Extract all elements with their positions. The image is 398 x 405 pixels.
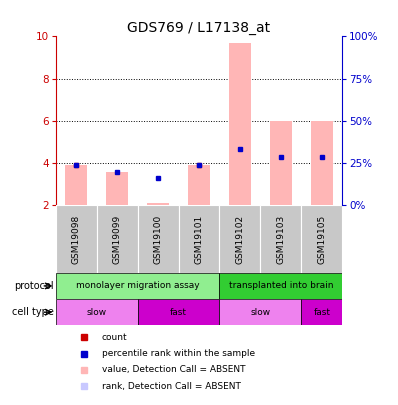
Text: fast: fast — [170, 308, 187, 317]
Text: GSM19102: GSM19102 — [236, 215, 244, 264]
Bar — [138, 299, 219, 325]
Text: slow: slow — [250, 308, 271, 317]
Text: count: count — [101, 333, 127, 342]
Bar — [138, 205, 179, 273]
Bar — [229, 43, 251, 205]
Bar — [310, 121, 333, 205]
Text: GSM19100: GSM19100 — [154, 214, 162, 264]
Text: protocol: protocol — [14, 281, 54, 291]
Bar — [301, 205, 342, 273]
Text: cell type: cell type — [12, 307, 54, 317]
Text: GSM19098: GSM19098 — [72, 214, 81, 264]
Bar — [56, 299, 138, 325]
Text: transplanted into brain: transplanted into brain — [228, 281, 333, 290]
Bar — [219, 273, 342, 299]
Text: GSM19105: GSM19105 — [317, 214, 326, 264]
Bar — [56, 273, 219, 299]
Bar — [260, 205, 301, 273]
Bar — [219, 299, 301, 325]
Bar — [269, 121, 292, 205]
Bar — [188, 165, 210, 205]
Bar — [97, 205, 138, 273]
Text: fast: fast — [313, 308, 330, 317]
Text: GSM19099: GSM19099 — [113, 214, 122, 264]
Text: monolayer migration assay: monolayer migration assay — [76, 281, 199, 290]
Bar — [219, 205, 260, 273]
Text: GSM19103: GSM19103 — [276, 214, 285, 264]
Bar — [147, 203, 169, 205]
Bar — [56, 205, 97, 273]
Bar — [65, 165, 88, 205]
Text: rank, Detection Call = ABSENT: rank, Detection Call = ABSENT — [101, 382, 240, 390]
Text: percentile rank within the sample: percentile rank within the sample — [101, 349, 255, 358]
Text: GSM19101: GSM19101 — [195, 214, 203, 264]
Bar — [179, 205, 219, 273]
Bar — [106, 171, 129, 205]
Title: GDS769 / L17138_at: GDS769 / L17138_at — [127, 21, 271, 35]
Bar — [301, 299, 342, 325]
Text: slow: slow — [87, 308, 107, 317]
Text: value, Detection Call = ABSENT: value, Detection Call = ABSENT — [101, 365, 245, 374]
